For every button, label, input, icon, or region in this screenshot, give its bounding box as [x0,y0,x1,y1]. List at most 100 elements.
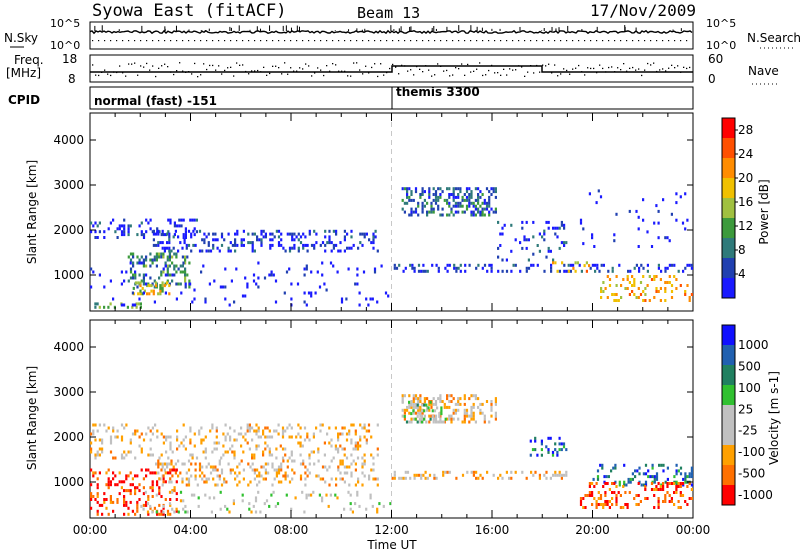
data-cell [477,210,480,214]
data-cell [291,477,294,481]
nave-dot [509,68,511,70]
nave-dot [236,62,238,64]
data-cell [434,198,438,202]
data-cell [332,456,335,460]
data-cell [543,232,546,236]
data-cell [291,235,294,239]
data-cell [214,238,217,242]
data-cell [545,220,548,224]
data-cell [365,297,368,301]
data-cell [376,483,379,487]
data-cell [588,482,591,485]
data-cell [224,267,227,271]
data-cell [461,204,464,208]
nave-dot [218,65,220,67]
data-cell [150,289,153,293]
data-cell [181,462,184,466]
data-cell [510,269,513,273]
colorbar-swatch [722,238,735,258]
data-cell [595,503,598,506]
data-cell [129,450,132,454]
nave-dot [164,63,166,65]
nave-dot [329,70,331,72]
data-cell [686,503,689,506]
data-cell [644,472,648,476]
nsearch-dot [236,40,238,42]
data-cell [545,255,548,259]
data-cell [159,284,162,288]
beam-title: Beam 13 [357,4,420,22]
data-cell [136,261,139,265]
data-cell [160,468,163,472]
data-cell [472,411,475,415]
data-cell [140,504,143,508]
data-cell [675,472,678,476]
data-cell [189,429,192,433]
data-cell [465,195,469,199]
data-cell [450,210,453,214]
data-cell [330,438,333,442]
data-cell [179,499,183,503]
data-cell [147,426,150,430]
data-cell [668,275,671,278]
data-cell [608,284,612,287]
data-cell [94,423,97,427]
data-cell [126,305,129,309]
data-cell [591,482,594,485]
data-cell [149,486,152,490]
data-cell [423,409,426,413]
data-cell [569,269,572,273]
data-cell [185,246,188,250]
data-cell [297,441,300,445]
data-cell [169,471,172,475]
data-cell [269,232,272,236]
nave-dot [188,71,190,73]
nave-dot [287,73,289,75]
data-cell [262,453,265,457]
data-cell [123,279,126,283]
data-cell [136,486,139,490]
nave-dot [581,71,583,73]
data-cell [684,293,687,296]
data-cell [419,394,422,398]
nsearch-dot [536,40,538,42]
nsearch-dot [230,40,232,42]
data-cell [470,470,473,474]
data-cell [611,503,614,506]
data-cell [152,229,155,233]
data-cell [160,273,163,277]
data-cell [145,282,148,286]
data-cell [308,462,311,466]
data-cell [606,275,609,278]
colorbar-tick-label: 16 [738,195,753,209]
data-cell [588,494,591,497]
data-cell [281,435,285,439]
data-cell [412,397,415,401]
data-cell [161,462,164,466]
data-cell [200,438,203,442]
data-cell [414,187,418,191]
nave-dot [491,64,493,67]
data-cell [428,400,431,403]
data-cell [417,204,420,208]
data-cell [283,291,286,295]
data-cell [479,195,482,199]
data-cell [457,400,460,403]
nave-dot [332,63,334,65]
nave-dot [437,63,439,65]
data-cell [438,420,441,424]
data-cell [434,195,438,199]
data-cell [591,263,594,267]
data-cell [140,230,143,234]
nsearch-dot [458,40,460,42]
data-cell [647,469,650,473]
data-cell [219,285,222,289]
data-cell [328,241,331,245]
data-cell [280,462,283,466]
data-cell [468,195,471,199]
data-cell [615,485,618,488]
data-cell [175,492,178,496]
data-cell [448,400,451,403]
data-cell [343,426,346,430]
data-cell [249,241,252,245]
